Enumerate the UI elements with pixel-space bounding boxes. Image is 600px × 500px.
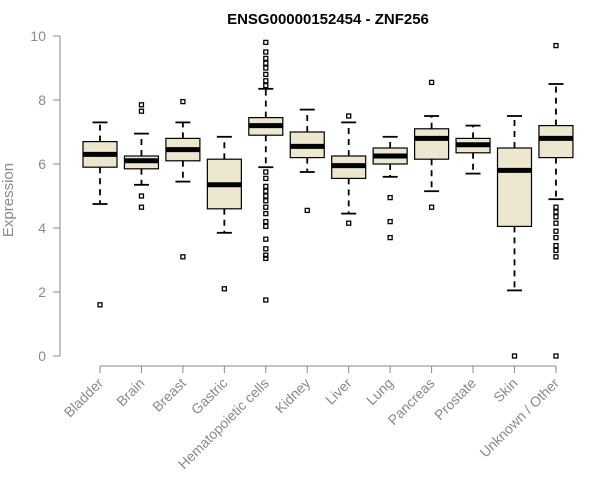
box-group <box>123 102 160 210</box>
outlier-point <box>263 252 269 258</box>
outlier-point <box>263 218 269 225</box>
y-tick-label: 10 <box>30 28 46 44</box>
outlier-point <box>346 220 352 226</box>
outlier-point <box>263 198 269 204</box>
box-group <box>372 135 408 241</box>
outlier-point <box>553 247 559 254</box>
outlier-point <box>553 204 559 210</box>
x-tick-label: Bladder <box>61 375 107 421</box>
box-group <box>206 135 242 292</box>
outlier-point <box>553 242 559 249</box>
box-group <box>414 79 450 210</box>
x-tick-label: Lung <box>363 375 396 408</box>
x-tick-label: Prostate <box>431 375 479 423</box>
outlier-point <box>428 204 435 210</box>
outlier-point <box>180 98 186 105</box>
outlier-point <box>263 246 269 252</box>
outlier-point <box>263 49 269 55</box>
outlier-point <box>263 39 269 46</box>
outlier-point <box>263 183 269 190</box>
outlier-point <box>428 79 435 86</box>
outlier-point <box>138 108 145 114</box>
outlier-point <box>263 78 269 84</box>
outlier-point <box>553 353 559 359</box>
x-tick-label: Brain <box>113 375 147 409</box>
box-group <box>331 113 367 226</box>
outlier-point <box>553 220 559 226</box>
box-iqr <box>414 128 450 160</box>
y-tick-label: 0 <box>38 348 46 364</box>
box-iqr <box>538 124 574 159</box>
outlier-point <box>553 214 559 220</box>
outlier-point <box>138 204 145 210</box>
outlier-point <box>263 175 269 182</box>
outlier-point <box>387 234 393 241</box>
chart-title: ENSG00000152454 - ZNF256 <box>227 11 429 28</box>
outlier-point <box>553 254 559 260</box>
y-tick-label: 4 <box>38 220 46 236</box>
outlier-point <box>553 228 559 234</box>
outlier-point <box>511 353 518 359</box>
x-tick-label: Unknown / Other <box>476 375 562 461</box>
outlier-point <box>97 302 103 308</box>
outlier-point <box>263 223 269 230</box>
y-tick-label: 6 <box>38 156 46 172</box>
box-group <box>165 98 201 260</box>
outlier-point <box>553 234 559 241</box>
outlier-point <box>387 194 393 201</box>
outlier-point <box>387 218 393 225</box>
x-tick-label: Breast <box>149 375 189 415</box>
box-group <box>538 42 574 359</box>
outlier-point <box>263 71 269 78</box>
box-group <box>248 39 284 303</box>
outlier-point <box>263 193 269 199</box>
box-group <box>289 108 325 214</box>
y-axis: 0 2 4 6 8 10 <box>30 28 61 364</box>
outlier-point <box>221 286 228 292</box>
outlier-point <box>553 209 559 215</box>
y-tick-label: 8 <box>38 92 46 108</box>
x-tick-label: Kidney <box>272 375 314 417</box>
outlier-point <box>263 204 269 210</box>
outlier-point <box>346 113 352 119</box>
outlier-point <box>263 55 269 62</box>
box-series <box>82 39 574 359</box>
box-group <box>82 121 118 308</box>
outlier-point <box>553 42 559 49</box>
outlier-point <box>304 207 310 214</box>
box-group <box>455 124 491 175</box>
outlier-point <box>263 210 269 217</box>
outlier-point <box>263 60 269 66</box>
x-tick-label: Liver <box>322 375 355 408</box>
box-group <box>496 115 533 359</box>
x-tick-label: Skin <box>490 375 521 406</box>
y-axis-label: Expression <box>0 163 17 237</box>
outlier-point <box>263 236 269 242</box>
outlier-point <box>263 82 269 89</box>
outlier-point <box>138 193 145 199</box>
outlier-point <box>263 169 269 175</box>
outlier-point <box>180 254 186 260</box>
box-iqr <box>496 147 533 228</box>
outlier-point <box>263 65 269 71</box>
outlier-point <box>263 297 269 303</box>
y-tick-label: 2 <box>38 284 46 300</box>
outlier-point <box>138 102 145 108</box>
outlier-point <box>263 255 269 262</box>
outlier-point <box>263 188 269 194</box>
